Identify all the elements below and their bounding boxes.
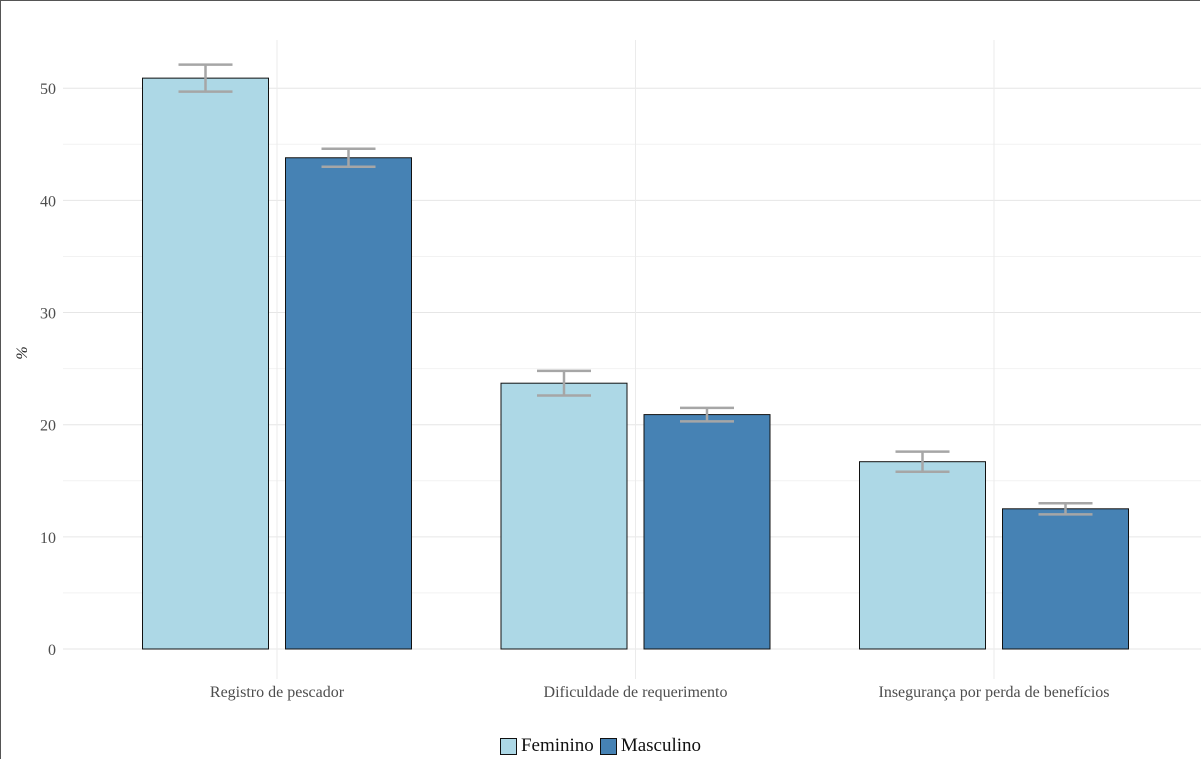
bar-chart: 0 10 20 30 40 50 Registro de pescador Dificulda… <box>14 40 1201 701</box>
error-bars <box>178 63 1093 516</box>
legend-item-masculino: Masculino <box>599 735 702 757</box>
legend-swatch-masculino <box>599 737 617 755</box>
legend-swatch-feminino <box>499 737 517 755</box>
grid-lines <box>63 40 1201 679</box>
legend: Feminino Masculino <box>0 733 1201 759</box>
y-tick-label: 20 <box>40 418 56 435</box>
legend-item-feminino: Feminino <box>499 735 594 757</box>
bar-feminino-1 <box>500 382 628 650</box>
bar-feminino-2 <box>859 461 986 650</box>
error-bar-masculino-0 <box>321 147 376 168</box>
legend-label-feminino: Feminino <box>520 735 594 756</box>
bar-masculino-0 <box>285 157 412 650</box>
bar-masculino-1 <box>643 414 771 650</box>
bar-feminino-0 <box>142 77 269 650</box>
x-tick-label-0: Registro de pescador <box>210 684 345 701</box>
x-tick-label-2: Insegurança por perda de benefícios <box>879 684 1110 701</box>
bar-masculino-2 <box>1002 508 1129 650</box>
error-bar-masculino-2 <box>1038 501 1093 516</box>
error-bar-feminino-2 <box>895 450 950 474</box>
y-tick-label: 30 <box>40 306 56 323</box>
legend-label-masculino: Masculino <box>620 735 702 756</box>
y-tick-label: 10 <box>40 530 56 547</box>
y-axis-title: % <box>14 346 31 359</box>
error-bar-masculino-1 <box>680 406 734 423</box>
error-bar-feminino-0 <box>178 63 233 93</box>
x-tick-label-1: Dificuldade de requerimento <box>544 684 728 701</box>
y-tick-label: 0 <box>48 642 56 659</box>
error-bar-feminino-1 <box>537 369 591 397</box>
tick-labels: 0 10 20 30 40 50 Registro de pescador Dificulda… <box>40 81 1110 701</box>
y-tick-label: 50 <box>40 81 56 98</box>
y-tick-label: 40 <box>40 193 56 210</box>
